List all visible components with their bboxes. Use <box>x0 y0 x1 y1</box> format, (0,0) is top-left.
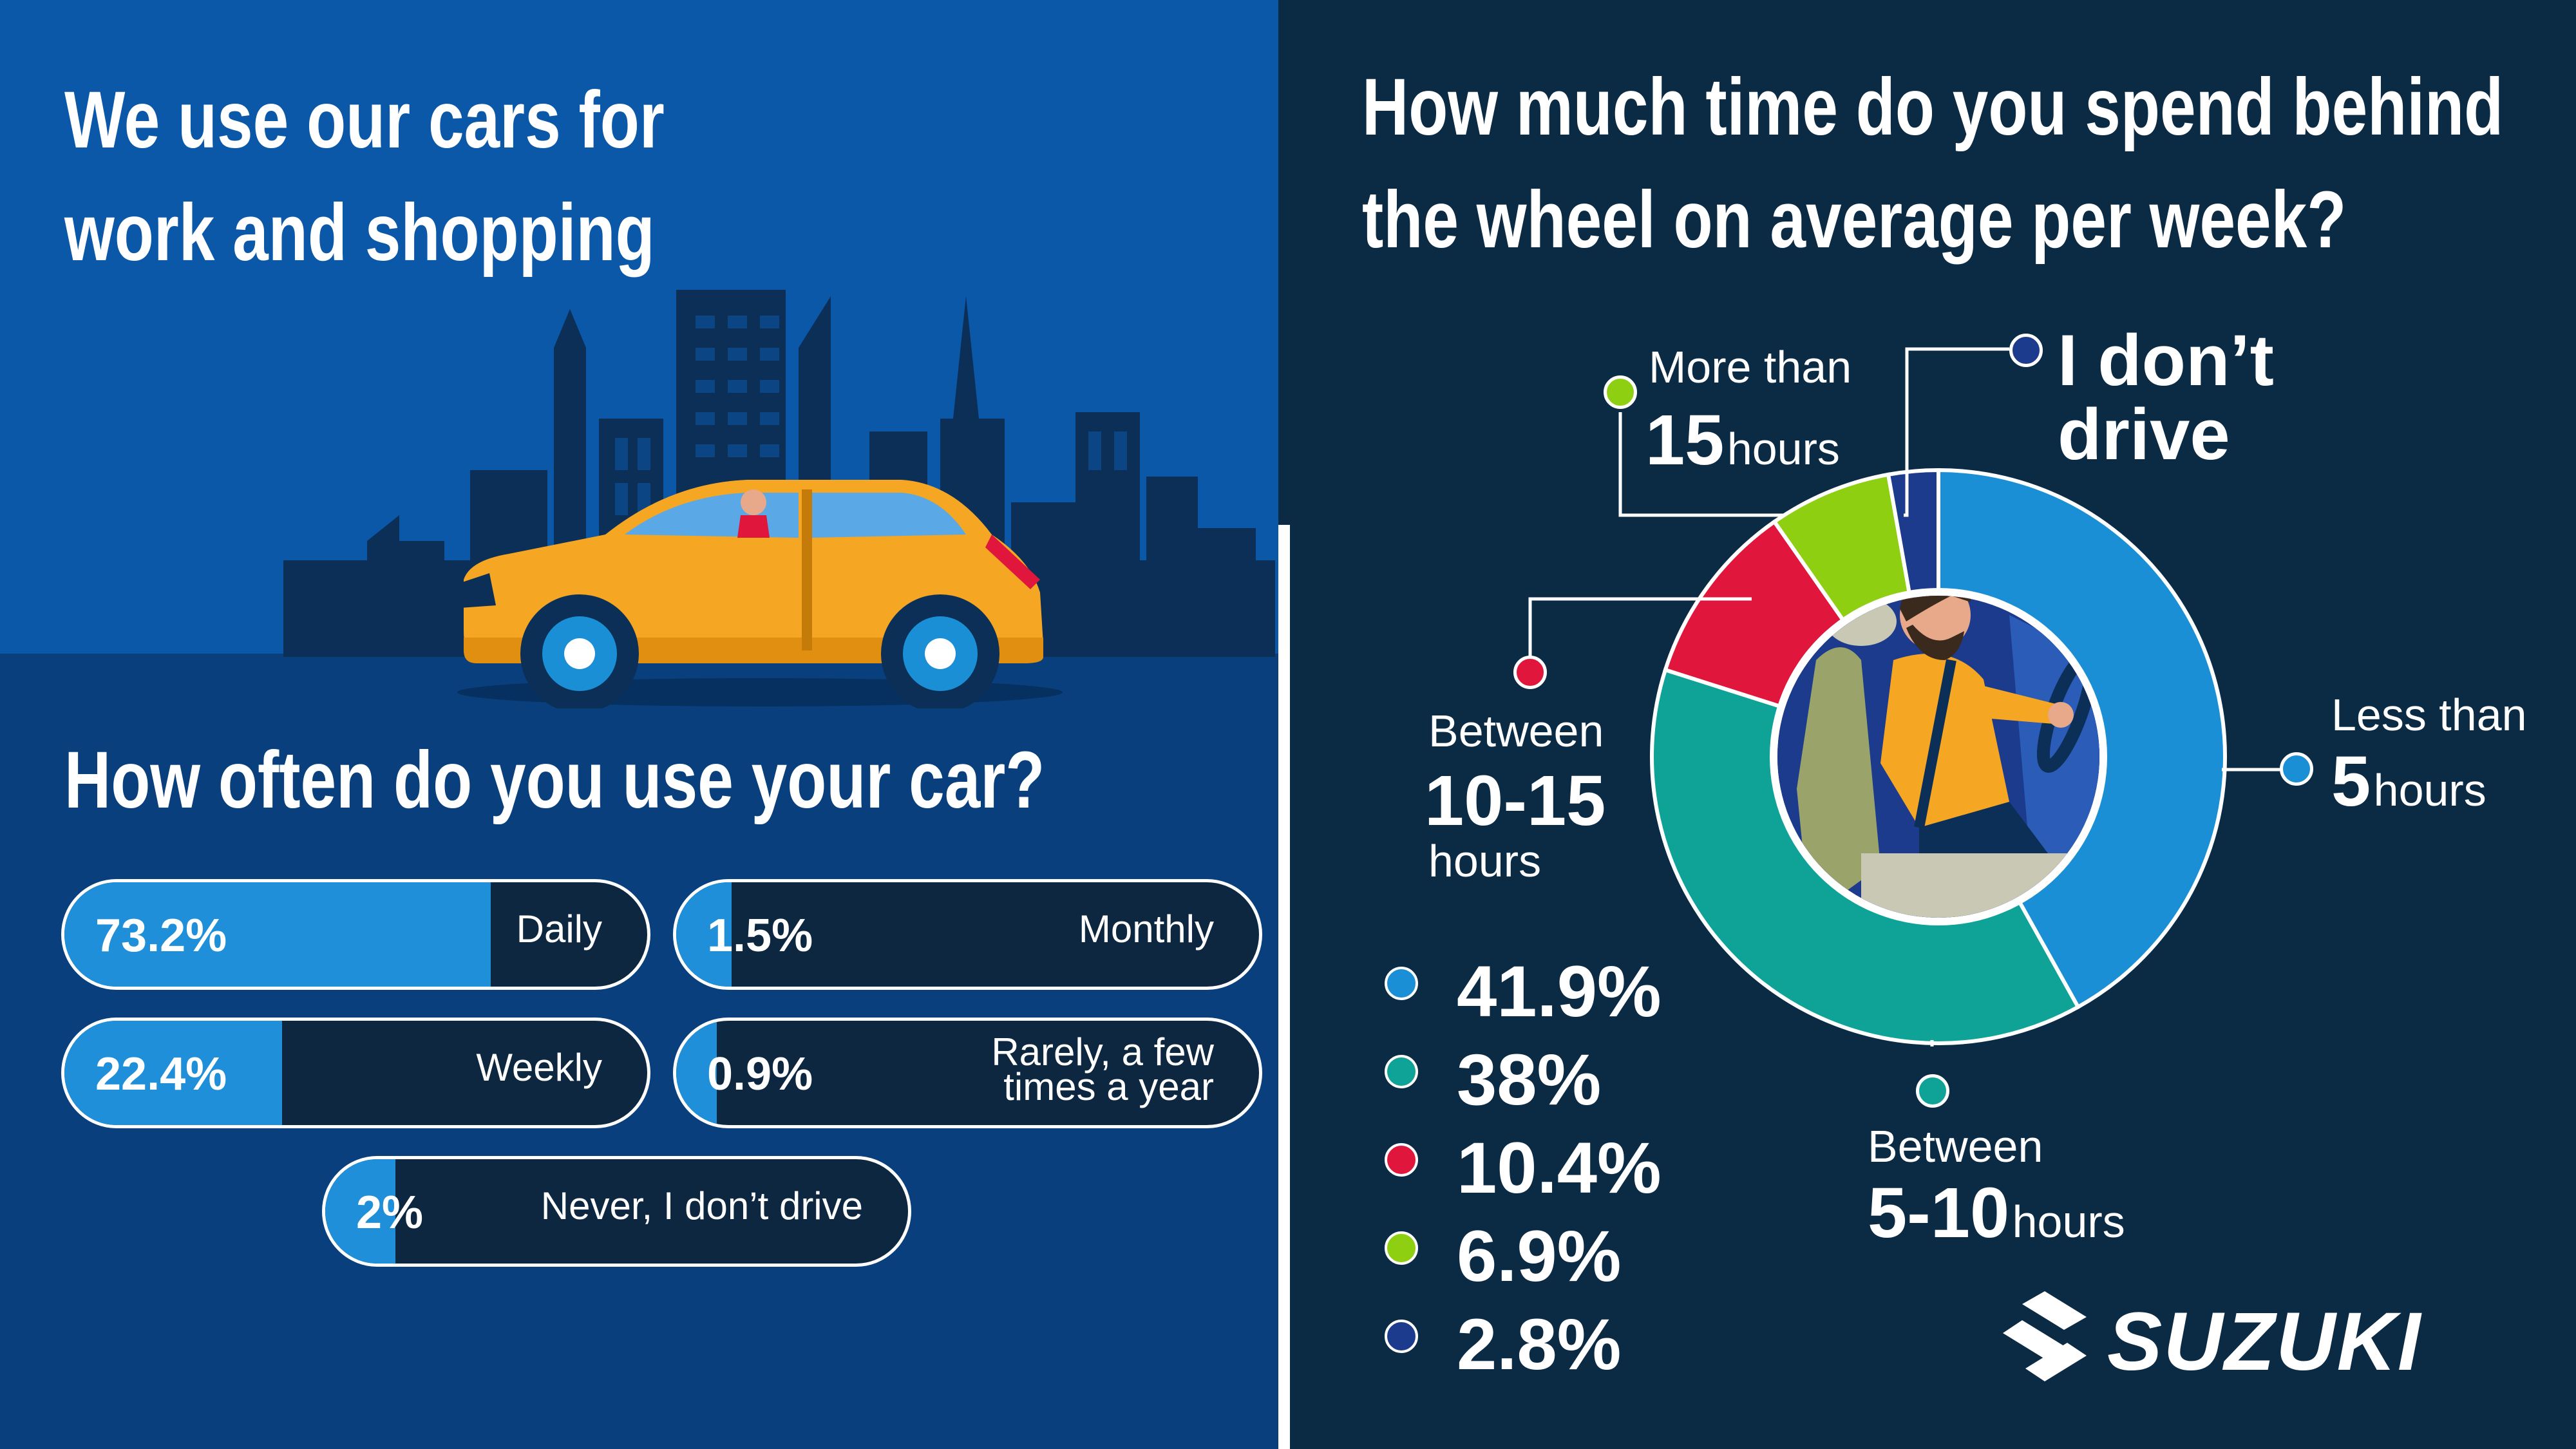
driver-illustration <box>1777 596 2099 918</box>
callout-b1015-unit: hours <box>1428 836 1542 886</box>
donut-chart <box>1650 468 2227 1045</box>
legend-value: 41.9% <box>1457 951 1662 1032</box>
callout-nodrive-line1: I don’t <box>2058 320 2274 401</box>
callout-less5-line1: Less than <box>2331 690 2527 740</box>
bar-value-label: 0.9% <box>707 1048 813 1100</box>
left-title-line2: work and shopping <box>64 188 655 278</box>
legend-value: 2.8% <box>1457 1304 1622 1385</box>
bar-value-label: 22.4% <box>95 1048 227 1100</box>
bar-category-label: Never, I don’t drive <box>540 1184 863 1227</box>
callout-dot-nodrive <box>2009 334 2043 367</box>
suzuki-logo-icon <box>2003 1291 2087 1381</box>
callout-more15-num: 15 <box>1645 401 1725 480</box>
legend-dot <box>1385 1320 1418 1353</box>
suzuki-logo-text: SUZUKI <box>2107 1296 2422 1388</box>
bar-monthly: 1.5% Monthly <box>673 879 1262 990</box>
legend-value: 38% <box>1457 1039 1602 1120</box>
bar-daily: 73.2% Daily <box>61 879 650 990</box>
panel-divider <box>1278 525 1290 1449</box>
callout-b1015-line1: Between <box>1428 706 1604 756</box>
callout-less5-num: 5 <box>2331 742 2371 821</box>
bar-fill <box>325 1159 395 1264</box>
legend-dot <box>1385 1143 1418 1177</box>
callout-b510-unit: hours <box>2012 1197 2125 1247</box>
callout-b510-num: 5-10 <box>1868 1173 2010 1253</box>
left-subtitle: How often do you use your car? <box>64 735 1045 825</box>
bar-value-label: 1.5% <box>707 910 813 961</box>
bar-value-label: 2% <box>356 1187 424 1238</box>
callout-dot-b1015 <box>1513 656 1547 689</box>
bar-fill <box>676 1021 717 1125</box>
callout-more15-unit: hours <box>1727 424 1840 474</box>
callout-dot-b510 <box>1916 1074 1949 1108</box>
callout-more15-line1: More than <box>1649 342 1852 392</box>
bar-never: 2% Never, I don’t drive <box>322 1156 911 1267</box>
bar-category-label: Rarely, a few times a year <box>991 1030 1214 1108</box>
callout-nodrive-line2: drive <box>2058 394 2230 475</box>
callout-more15-line2: 15 hours <box>1645 399 1840 481</box>
callout-b510-line2: 5-10 hours <box>1868 1172 2125 1254</box>
callout-dot-more15 <box>1604 375 1637 409</box>
bar-category-label-line1: Rarely, a few <box>991 1030 1214 1074</box>
callout-b510-line1: Between <box>1868 1121 2043 1171</box>
right-title-line2: the wheel on average per week? <box>1362 175 2347 265</box>
bar-weekly: 22.4% Weekly <box>61 1018 650 1128</box>
callout-less5-unit: hours <box>2373 765 2486 815</box>
right-title-line1: How much time do you spend behind <box>1362 62 2504 152</box>
yellow-suv-illustration <box>451 480 1063 708</box>
bar-fill <box>64 1021 283 1125</box>
bar-category-label: Daily <box>516 907 602 951</box>
bar-category-label: Weekly <box>476 1046 602 1089</box>
callout-b1015-num: 10-15 <box>1425 761 1606 840</box>
callout-less5-line2: 5 hours <box>2331 741 2486 822</box>
bar-category-label-line2: times a year <box>1003 1065 1214 1108</box>
legend-dot <box>1385 967 1418 1000</box>
bar-fill <box>64 882 491 987</box>
callout-dot-less5 <box>2280 752 2313 786</box>
bar-fill <box>676 882 732 987</box>
bar-value-label: 73.2% <box>95 910 227 961</box>
city-skyline-illustration <box>283 290 1275 657</box>
legend-dot <box>1385 1055 1418 1088</box>
legend-dot <box>1385 1231 1418 1265</box>
legend-value: 10.4% <box>1457 1128 1662 1208</box>
bar-rarely: 0.9% Rarely, a few times a year <box>673 1018 1262 1128</box>
legend-value: 6.9% <box>1457 1216 1622 1296</box>
left-title-line1: We use our cars for <box>64 75 665 165</box>
bar-category-label: Monthly <box>1078 907 1214 951</box>
